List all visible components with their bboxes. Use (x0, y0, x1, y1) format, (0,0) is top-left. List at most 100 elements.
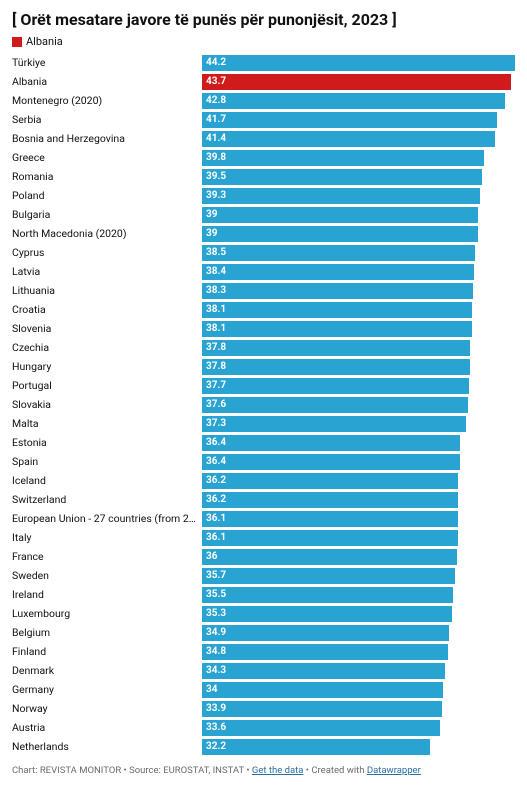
row-label: Czechia (12, 342, 202, 354)
bar-track: 33.6 (202, 720, 515, 736)
bar: 39 (202, 226, 478, 242)
bar-row: Albania43.7 (12, 73, 515, 90)
bar-track: 39 (202, 207, 515, 223)
row-label: France (12, 551, 202, 563)
bar-row: Serbia41.7 (12, 111, 515, 128)
row-label: Luxembourg (12, 608, 202, 620)
bar-value: 38.1 (202, 323, 226, 334)
bar-track: 39.3 (202, 188, 515, 204)
bar: 43.7 (202, 74, 511, 90)
bar-track: 37.8 (202, 359, 515, 375)
bar-row: Latvia38.4 (12, 263, 515, 280)
footer-sep-1: • (121, 765, 129, 776)
bar-track: 36.1 (202, 530, 515, 546)
footer-get-data-link[interactable]: Get the data (252, 765, 304, 776)
bar-value: 41.4 (202, 133, 226, 144)
bar-row: Netherlands32.2 (12, 738, 515, 755)
row-label: Portugal (12, 380, 202, 392)
footer-datawrapper-link[interactable]: Datawrapper (367, 765, 421, 776)
bar-value: 44.2 (202, 57, 226, 68)
row-label: Germany (12, 684, 202, 696)
chart-container: [ Orët mesatare javore të punës për puno… (0, 0, 527, 786)
bar-track: 41.7 (202, 112, 515, 128)
bar-row: Switzerland36.2 (12, 491, 515, 508)
bar-value: 37.3 (202, 418, 226, 429)
bar-value: 42.8 (202, 95, 226, 106)
bar: 37.7 (202, 378, 469, 394)
bar-row: Finland34.8 (12, 643, 515, 660)
bar: 34 (202, 682, 443, 698)
bar-value: 32.2 (202, 741, 226, 752)
bar: 35.7 (202, 568, 455, 584)
bar-track: 37.8 (202, 340, 515, 356)
bar-row: Slovenia38.1 (12, 320, 515, 337)
bar: 36.1 (202, 530, 458, 546)
row-label: Türkiye (12, 57, 202, 69)
row-label: Belgium (12, 627, 202, 639)
bar: 34.9 (202, 625, 449, 641)
bar-value: 34 (202, 684, 217, 695)
bar-row: Lithuania38.3 (12, 282, 515, 299)
bar-track: 36.4 (202, 454, 515, 470)
footer-source: EUROSTAT, INSTAT (163, 765, 244, 776)
row-label: Slovenia (12, 323, 202, 335)
bar-row: France36 (12, 548, 515, 565)
bar-value: 41.7 (202, 114, 226, 125)
bar-track: 39 (202, 226, 515, 242)
bar-track: 36 (202, 549, 515, 565)
bar-value: 35.3 (202, 608, 226, 619)
bar-value: 39.5 (202, 171, 226, 182)
bar-track: 36.2 (202, 473, 515, 489)
row-label: Austria (12, 722, 202, 734)
bar: 36.1 (202, 511, 458, 527)
bar-row: Germany34 (12, 681, 515, 698)
row-label: Croatia (12, 304, 202, 316)
bar: 36 (202, 549, 457, 565)
footer-created-prefix: Created with (311, 765, 367, 776)
row-label: Latvia (12, 266, 202, 278)
row-label: North Macedonia (2020) (12, 228, 202, 240)
bar-track: 37.7 (202, 378, 515, 394)
bar-track: 37.3 (202, 416, 515, 432)
bar: 33.6 (202, 720, 440, 736)
bar: 38.3 (202, 283, 473, 299)
bar-value: 36.4 (202, 456, 226, 467)
bar-track: 33.9 (202, 701, 515, 717)
bar-row: Sweden35.7 (12, 567, 515, 584)
bar: 35.3 (202, 606, 452, 622)
bar: 36.2 (202, 473, 458, 489)
bar-row: Ireland35.5 (12, 586, 515, 603)
bar: 37.6 (202, 397, 468, 413)
row-label: Spain (12, 456, 202, 468)
bar: 37.8 (202, 340, 470, 356)
bar-row: North Macedonia (2020)39 (12, 225, 515, 242)
bar: 38.5 (202, 245, 475, 261)
bar-value: 37.8 (202, 342, 226, 353)
bar: 33.9 (202, 701, 442, 717)
bar-row: Denmark34.3 (12, 662, 515, 679)
footer-sep-2: • (244, 765, 252, 776)
bar-track: 35.7 (202, 568, 515, 584)
bar: 39.5 (202, 169, 482, 185)
row-label: Romania (12, 171, 202, 183)
bar-row: Greece39.8 (12, 149, 515, 166)
footer-chart-prefix: Chart: (12, 765, 40, 776)
bar-value: 36.1 (202, 513, 226, 524)
row-label: Malta (12, 418, 202, 430)
bar-track: 39.5 (202, 169, 515, 185)
row-label: Lithuania (12, 285, 202, 297)
bar-value: 35.7 (202, 570, 226, 581)
bar-value: 36 (202, 551, 217, 562)
legend-swatch (12, 37, 22, 47)
bar-track: 39.8 (202, 150, 515, 166)
bar: 42.8 (202, 93, 505, 109)
bar: 38.1 (202, 302, 472, 318)
bar-value: 43.7 (202, 76, 226, 87)
bar-row: Poland39.3 (12, 187, 515, 204)
row-label: Montenegro (2020) (12, 95, 202, 107)
bar-row: Türkiye44.2 (12, 54, 515, 71)
bar-value: 38.5 (202, 247, 226, 258)
bar-track: 37.6 (202, 397, 515, 413)
row-label: Cyprus (12, 247, 202, 259)
bar-value: 33.6 (202, 722, 226, 733)
